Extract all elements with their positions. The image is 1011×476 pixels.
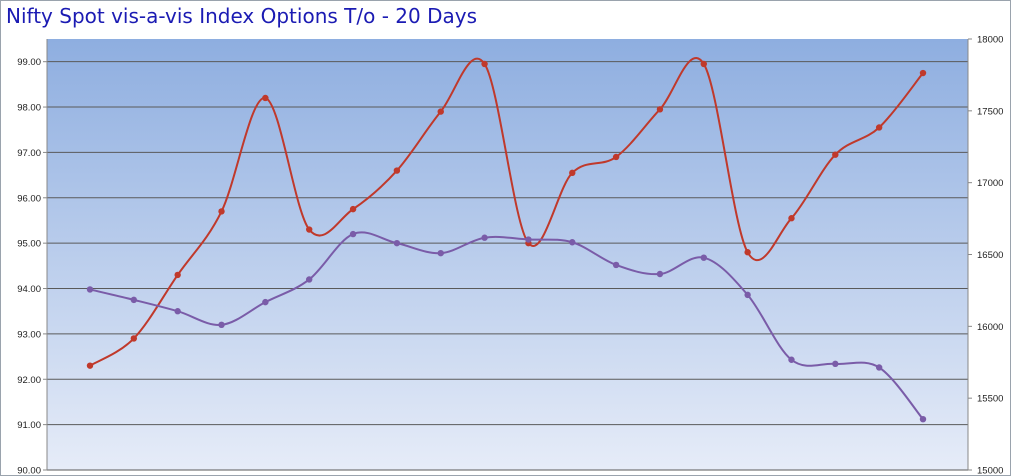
- right-tick-label: 15500: [977, 394, 1003, 405]
- series-1-point: [437, 108, 444, 115]
- series-1-point: [130, 335, 138, 342]
- plot-area: [47, 39, 968, 470]
- series-1-point: [875, 124, 883, 131]
- series-1-point: [393, 167, 401, 174]
- series-1-point: [656, 106, 664, 113]
- series-2-point: [700, 254, 707, 261]
- series-2-point: [86, 286, 94, 293]
- series-2-point: [875, 364, 883, 371]
- series-1-point: [306, 226, 313, 233]
- gridlines: [46, 39, 969, 471]
- right-tick-label: 16000: [977, 322, 1003, 333]
- series-1-point: [744, 249, 751, 256]
- series-2-point: [919, 415, 927, 423]
- series-1-point: [612, 153, 620, 161]
- series-1-point: [569, 169, 576, 177]
- series-2-point: [262, 298, 269, 306]
- series-1-point: [86, 362, 94, 369]
- series-2-point: [656, 270, 664, 278]
- left-tick-label: 95.00: [17, 239, 41, 250]
- series-2-point: [130, 296, 138, 304]
- series-1-point: [700, 60, 707, 68]
- right-tick-label: 17500: [977, 106, 1003, 117]
- right-tick-label: 17000: [977, 178, 1003, 189]
- series-2-point: [788, 356, 795, 363]
- series-lines: [86, 56, 927, 423]
- right-tick-label: 15000: [977, 466, 1003, 476]
- series-1-point: [262, 94, 269, 102]
- series-1-point: [174, 271, 181, 279]
- series-2-point: [174, 308, 181, 315]
- chart-title: Nifty Spot vis-a-vis Index Options T/o -…: [6, 4, 477, 28]
- series-2-point: [832, 360, 839, 368]
- series-2-point: [393, 239, 401, 247]
- left-tick-label: 93.00: [17, 329, 41, 340]
- series-2-point: [349, 230, 357, 238]
- right-tick-label: 16500: [977, 250, 1003, 261]
- left-tick-label: 92.00: [17, 375, 41, 386]
- right-axis-ticks: 15000 15500 16000 16500 17000 17500 18000: [968, 35, 1003, 476]
- left-tick-label: 96.00: [17, 193, 41, 204]
- series-2-point: [218, 321, 225, 329]
- series-line-1: [89, 56, 924, 367]
- series-1-point: [788, 215, 795, 222]
- left-axis-ticks: 90.00 91.00 92.00 93.00 94.00 95.00 96.00 97.00…: [17, 57, 47, 476]
- right-tick-label: 18000: [977, 35, 1003, 46]
- series-2-point: [612, 261, 620, 269]
- left-tick-label: 91.00: [17, 420, 41, 431]
- series-1-point: [349, 205, 357, 213]
- series-2-point: [525, 236, 532, 243]
- left-tick-label: 94.00: [17, 284, 41, 295]
- series-2-point: [569, 239, 576, 246]
- left-tick-label: 99.00: [17, 57, 41, 68]
- left-tick-label: 90.00: [17, 466, 41, 476]
- series-2-point: [437, 249, 444, 257]
- series-2-point: [744, 291, 751, 299]
- series-1-point: [832, 151, 839, 158]
- left-tick-label: 97.00: [17, 148, 41, 159]
- series-2-point: [481, 234, 488, 241]
- series-2-point: [306, 276, 313, 283]
- series-1-point: [919, 69, 927, 77]
- series-1-point: [218, 208, 225, 215]
- left-tick-label: 98.00: [17, 103, 41, 114]
- series-1-point: [481, 60, 488, 68]
